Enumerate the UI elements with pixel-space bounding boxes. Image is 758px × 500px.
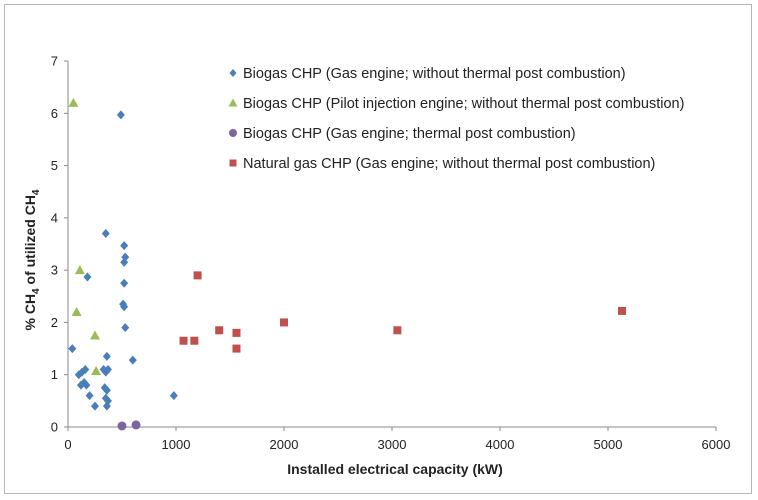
data-point-triangle xyxy=(71,306,82,316)
data-point-circle xyxy=(131,420,141,430)
x-axis-title: Installed electrical capacity (kW) xyxy=(287,461,503,477)
data-point-diamond xyxy=(91,401,99,411)
legend-label: Biogas CHP (Pilot injection engine; with… xyxy=(243,96,684,112)
data-point-diamond xyxy=(103,364,112,374)
legend-label: Biogas CHP (Gas engine; without thermal … xyxy=(243,66,626,82)
data-point-square xyxy=(618,306,627,315)
data-point-diamond xyxy=(169,391,178,401)
data-point-square xyxy=(215,326,224,335)
data-point-diamond xyxy=(120,241,129,251)
data-point-square xyxy=(232,328,241,337)
x-tick-label: 3000 xyxy=(378,437,407,452)
data-point-diamond xyxy=(121,323,130,333)
x-tick-label: 4000 xyxy=(486,437,515,452)
data-point-triangle xyxy=(74,265,85,275)
data-point-triangle xyxy=(90,330,100,340)
data-point-diamond xyxy=(68,344,77,354)
y-tick-label: 1 xyxy=(51,367,58,382)
y-axis-title-part-c: of utilized CH xyxy=(22,195,38,288)
data-point-diamond xyxy=(128,355,137,365)
data-point-diamond xyxy=(120,278,129,288)
data-point-triangle xyxy=(91,366,102,376)
y-axis-title-sub-1: 4 xyxy=(31,288,42,294)
axes xyxy=(64,60,717,431)
x-tick-label: 5000 xyxy=(594,437,623,452)
x-tick-label: 1000 xyxy=(162,437,191,452)
legend: Biogas CHP (Gas engine; without thermal … xyxy=(228,66,684,172)
data-point-diamond xyxy=(83,272,92,282)
legend-marker-circle xyxy=(229,129,237,137)
y-tick-labels: 0 1 2 3 4 5 6 7 xyxy=(51,54,58,435)
legend-marker-triangle xyxy=(228,98,238,107)
x-tick-label: 2000 xyxy=(270,437,299,452)
legend-marker-diamond xyxy=(229,69,237,77)
data-point-diamond xyxy=(81,364,90,374)
data-point-diamond xyxy=(102,351,111,361)
y-axis-title-part-a: % CH xyxy=(22,294,38,331)
legend-label: Biogas CHP (Gas engine; thermal post com… xyxy=(243,126,576,142)
data-points xyxy=(68,97,627,431)
data-point-triangle xyxy=(68,97,79,107)
y-axis-title: % CH4 of utilized CH4 xyxy=(22,189,42,330)
chart-frame: 0 1 2 3 4 5 6 7 0 1000 2000 3000 4000 5000 6000 Bioga… xyxy=(4,4,752,494)
data-point-square xyxy=(193,271,202,280)
data-point-diamond xyxy=(82,380,91,390)
data-point-diamond xyxy=(120,257,129,267)
x-tick-label: 6000 xyxy=(702,437,731,452)
data-point-square xyxy=(280,318,288,327)
data-point-diamond xyxy=(101,229,110,239)
y-tick-label: 7 xyxy=(51,54,58,69)
data-point-diamond xyxy=(102,385,111,395)
data-point-circle xyxy=(117,421,127,431)
data-point-square xyxy=(179,336,188,345)
data-point-diamond xyxy=(85,391,94,401)
y-tick-label: 6 xyxy=(51,106,58,121)
data-point-diamond xyxy=(121,252,130,262)
y-tick-label: 2 xyxy=(51,315,58,330)
x-tick-label: 0 xyxy=(64,437,71,452)
y-tick-label: 3 xyxy=(51,263,58,278)
data-point-diamond xyxy=(120,302,129,312)
data-point-square xyxy=(393,326,402,335)
y-tick-label: 0 xyxy=(51,420,58,435)
y-tick-label: 4 xyxy=(51,210,58,225)
data-point-square xyxy=(190,336,199,345)
data-point-diamond xyxy=(116,110,125,120)
y-tick-label: 5 xyxy=(51,158,58,173)
legend-marker-square xyxy=(229,159,237,167)
scatter-chart: 0 1 2 3 4 5 6 7 0 1000 2000 3000 4000 5000 6000 Bioga… xyxy=(22,54,730,478)
x-tick-labels: 0 1000 2000 3000 4000 5000 6000 xyxy=(64,437,730,452)
legend-label: Natural gas CHP (Gas engine; without the… xyxy=(243,156,655,172)
data-point-diamond xyxy=(102,401,111,411)
y-axis-title-sub-2: 4 xyxy=(31,189,42,195)
data-point-square xyxy=(232,344,241,353)
